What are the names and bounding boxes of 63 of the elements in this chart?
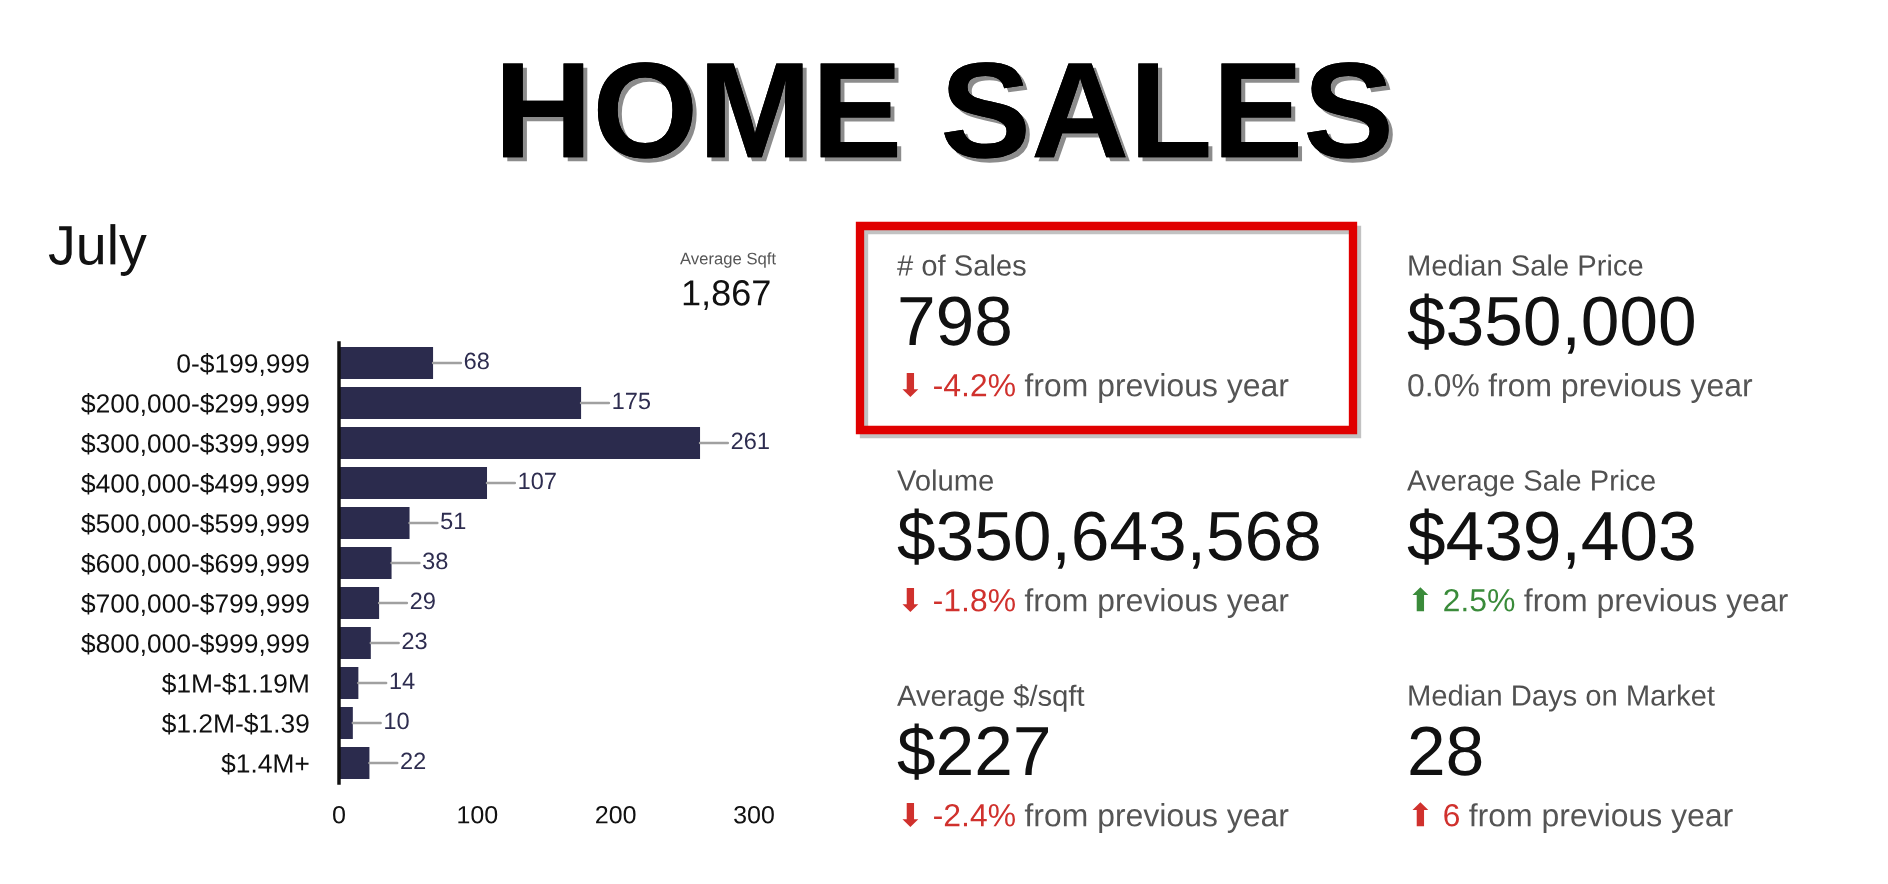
text: from previous year <box>1488 373 1753 403</box>
y-tick-label: $1.2M-$1.39 <box>161 713 309 735</box>
data-label: 22 <box>401 752 426 770</box>
chart-title: HOME SALES <box>503 62 1393 163</box>
y-tick-label: $1M-$1.19M <box>161 673 308 695</box>
data-label: 14 <box>390 672 415 690</box>
x-tick-label: 100 <box>458 805 498 824</box>
data-label: 175 <box>613 392 651 410</box>
text: from previous year <box>1469 803 1733 833</box>
y-tick-label: $1.4M+ <box>221 753 309 775</box>
bar <box>339 347 434 379</box>
y-tick-label: $700,000-$799,999 <box>81 593 309 616</box>
data-label: 23 <box>402 632 427 650</box>
bar <box>339 467 488 499</box>
text: 0.0% <box>1408 373 1479 397</box>
text: $439,403 <box>1407 508 1694 569</box>
category-label: Median Days on Market <box>1409 684 1715 712</box>
y-tick-label: 0-$199,999 <box>177 353 309 376</box>
category-label: Average Sale Price <box>1407 469 1655 497</box>
data-label: 51 <box>441 512 466 530</box>
y-tick-label: $800,000-$999,999 <box>81 633 309 656</box>
x-tick-label: 200 <box>596 805 636 824</box>
bar <box>339 747 370 779</box>
data-label: 10 <box>385 712 409 730</box>
text: $227 <box>897 723 1048 780</box>
category-label: # of Sales <box>897 254 1026 276</box>
text: Average Sqft <box>680 252 776 268</box>
data-label: 68 <box>464 352 489 370</box>
text: ⬆ 2.5% <box>1412 587 1515 612</box>
y-tick-label: $300,000-$399,999 <box>81 433 309 456</box>
text: from previous year <box>1024 373 1289 403</box>
data-label: 29 <box>410 592 435 610</box>
bar <box>339 387 582 419</box>
category-label: Median Sale Price <box>1409 254 1643 276</box>
data-label: 107 <box>519 472 556 490</box>
chart-subtitle: July <box>48 224 147 276</box>
y-tick-label: $500,000-$599,999 <box>81 513 309 536</box>
data-label: 38 <box>423 552 448 570</box>
category-label: Average $/sqft <box>897 684 1085 712</box>
x-tick-label: 300 <box>734 805 774 824</box>
text: from previous year <box>1024 588 1289 618</box>
text: 798 <box>900 296 1010 346</box>
bar <box>339 627 371 659</box>
text: from previous year <box>1024 803 1289 833</box>
y-tick-label: $200,000-$299,999 <box>81 393 309 416</box>
bar <box>339 547 392 579</box>
text: from previous year <box>1524 588 1788 618</box>
x-tick-label: 0 <box>333 805 345 824</box>
bar <box>339 507 410 539</box>
text: ⬆ 6 <box>1412 802 1459 827</box>
y-tick-label: $400,000-$499,999 <box>81 473 309 496</box>
text: $350,000 <box>1407 293 1694 354</box>
bar <box>339 427 701 459</box>
category-label: Volume <box>897 469 993 491</box>
text: 1,867 <box>683 280 770 310</box>
text: ⬇ -4.2% <box>902 372 1015 398</box>
y-tick-label: $600,000-$699,999 <box>81 553 309 576</box>
text: ⬇ -1.8% <box>902 587 1015 613</box>
text: ⬇ -2.4% <box>902 802 1015 828</box>
text: $350,643,568 <box>897 508 1319 569</box>
text: 28 <box>1410 726 1482 776</box>
bar <box>339 587 380 619</box>
data-label: 261 <box>731 432 769 450</box>
